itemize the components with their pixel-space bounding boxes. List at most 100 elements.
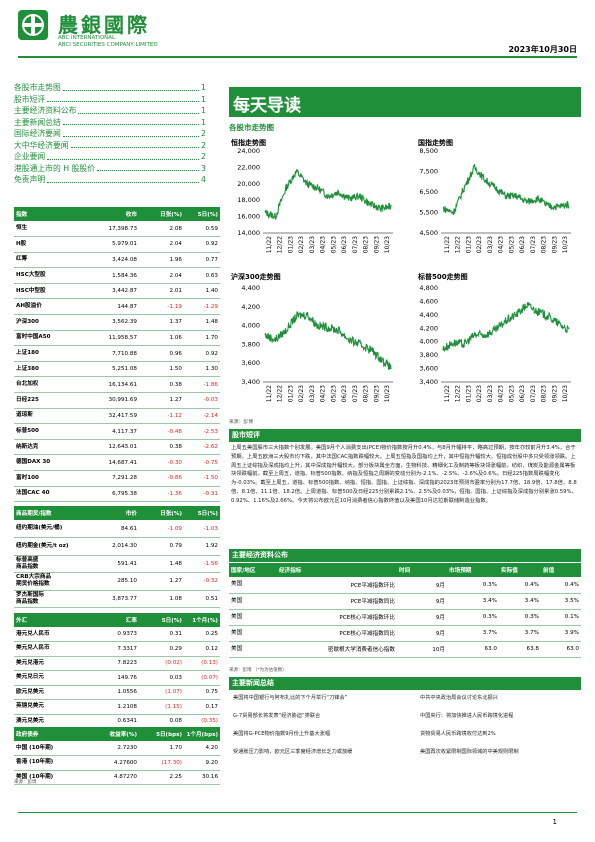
- table-row: 纳斯达克 12,643.01 0.38 -2.62: [14, 439, 220, 456]
- row-label: 沪深300: [14, 314, 84, 331]
- cell-value: 0.96: [139, 345, 184, 362]
- y-tick-label: 3,600: [419, 365, 438, 373]
- cell-value: 144.87: [84, 298, 139, 316]
- cell-value: PCE平减指数同比: [277, 593, 397, 610]
- y-tick-label: 3,600: [241, 359, 260, 367]
- cell-value: 3.5%: [541, 593, 581, 610]
- x-tick-label: 07/23: [352, 236, 359, 253]
- toc-item[interactable]: 港股通上市的 H 股股价 3: [14, 163, 206, 173]
- cell-value: (0.07): [184, 670, 220, 686]
- x-tick-label: 05/23: [330, 385, 337, 402]
- column-header: 收市: [84, 207, 139, 221]
- row-label: 欧元兑美元: [14, 685, 84, 700]
- cell-value: 7,291.28: [84, 470, 139, 487]
- toc-item[interactable]: 免责声明 4: [14, 175, 206, 184]
- x-tick-label: 11/22: [266, 385, 273, 402]
- news-item[interactable]: 中共中央政治局会议讨论东北振兴: [420, 695, 498, 701]
- cell-value: 3,562.39: [84, 314, 139, 331]
- cell-value: (1.07): [139, 685, 184, 700]
- chart-title-spx: 标普500走势图: [418, 273, 468, 281]
- cell-value: 7.3317: [84, 641, 139, 657]
- toc-item[interactable]: 各股市走势图 1: [14, 83, 206, 92]
- x-tick-label: 05/23: [330, 236, 337, 253]
- news-item[interactable]: 中国央行：将加快推进人民币跨境化进程: [420, 713, 514, 719]
- cell-value: 63.0: [541, 641, 581, 658]
- cell-value: -1.19: [139, 298, 184, 316]
- toc-item[interactable]: 主要新闻总结 1: [14, 117, 206, 127]
- news-item[interactable]: 美国将中国银行与阿布扎比的下个月举行“刀锋会”: [233, 695, 348, 701]
- x-tick-label: 03/23: [487, 236, 494, 253]
- row-label: 港元兑人民币: [14, 627, 84, 642]
- news-item[interactable]: 美国再次收紧限制国际领域的中美规则限制: [420, 749, 519, 755]
- cell-value: 1.70: [184, 330, 220, 347]
- news-item[interactable]: 美国将G-PCE物价指数9月份上升基大涨幅: [233, 731, 331, 737]
- x-tick-label: 03/23: [309, 385, 316, 402]
- cell-value: 0.25: [184, 627, 220, 642]
- row-label: CRB大宗商品 期货价格指数: [14, 572, 84, 591]
- page-number: 1: [552, 818, 557, 826]
- x-tick-label: 05/23: [508, 236, 515, 253]
- cell-value: -1.03: [184, 520, 220, 538]
- cell-value: 14,687.41: [84, 454, 139, 471]
- table-row: 台北加权 16,134.61 0.38 -1.86: [14, 376, 220, 394]
- column-header: 指数: [14, 207, 84, 221]
- row-label: 日经225: [14, 392, 84, 409]
- cell-value: 5,251.08: [84, 361, 139, 378]
- cell-value: 密歇根大学消费者信心指数: [277, 641, 397, 658]
- cell-value: (0.13): [184, 656, 220, 671]
- econ-source: 来源：彭博 （*为为估值数）: [229, 668, 287, 673]
- table-row: H股 5,979.01 2.04 0.92: [14, 236, 220, 253]
- x-tick-label: 06/23: [341, 385, 348, 402]
- news-item[interactable]: G-7贸易部长将发表“经济胁迫”类联合: [233, 713, 321, 719]
- commentary-text: 上周五美国股市三大指数个别发展。美国9月个人消费支出(PCE)物价指数按月升0.…: [231, 445, 577, 504]
- cell-value: 1.92: [184, 537, 220, 556]
- cell-value: 2,014.30: [84, 537, 139, 556]
- logo-chinese: 農銀國際: [58, 13, 150, 37]
- cell-value: 0.03: [139, 670, 184, 686]
- x-tick-label: 02/23: [298, 236, 305, 253]
- toc-item[interactable]: 企业要闻 2: [14, 152, 206, 161]
- row-label: 标普高盛 商品指数: [14, 555, 84, 573]
- cell-value: 17,398.73: [84, 221, 139, 238]
- cell-value: 149.76: [84, 670, 139, 686]
- y-tick-label: 4,000: [241, 322, 260, 330]
- x-tick-label: 04/23: [320, 236, 327, 253]
- cell-value: 0.51: [184, 590, 220, 608]
- table-row: 香港 (10年期) 4.27600 (17.30) 9.20: [14, 755, 220, 771]
- x-tick-label: 04/23: [498, 385, 505, 402]
- toc-item[interactable]: 主要经济资料公布 1: [14, 106, 206, 115]
- table-row: 美国 PCE平减指数同比 9月 3.4% 3.4% 3.5%: [229, 593, 581, 610]
- toc-item[interactable]: 大中华经济要闻 2: [14, 140, 206, 150]
- y-tick-label: 4,200: [419, 324, 438, 332]
- row-label: 标普500: [14, 423, 84, 440]
- cell-value: 1.48: [184, 314, 220, 331]
- tables-source: 来源：彭博: [14, 780, 37, 785]
- row-label: 罗杰斯国际 商品指数: [14, 590, 84, 608]
- cell-value: 0.31: [139, 627, 184, 642]
- cell-value: 0.3%: [447, 577, 499, 594]
- cell-value: -1.50: [184, 470, 220, 487]
- toc-item[interactable]: 国际经济要闻 2: [14, 129, 206, 138]
- y-tick-label: 4,000: [419, 338, 438, 346]
- cell-value: 3.4%: [447, 593, 499, 610]
- column-header: 外汇: [14, 613, 84, 627]
- y-tick-label: 4,500: [419, 229, 438, 237]
- row-label: 道琼斯: [14, 408, 84, 425]
- table-header-row: 商品期货/指数 市价 日张(%) 5日(%): [14, 506, 220, 520]
- yield-table-block: 政府债券 收益率(%) 5日(bps) 1个月(bps) 中国 (10年期) 2.7230…: [14, 727, 220, 785]
- cell-value: 0.92: [184, 345, 220, 362]
- cell-value: -1.56: [184, 555, 220, 573]
- table-row: HSC大型股 1,584.36 2.04 0.63: [14, 267, 220, 284]
- y-tick-label: 4,200: [241, 303, 260, 311]
- news-item[interactable]: 货物贸易人民币跨境收付达到2%: [420, 731, 496, 737]
- logo-english-line1: ABC INTERNATIONAL: [58, 35, 116, 41]
- cell-value: -2.14: [184, 408, 220, 425]
- table-header-row: 指数 收市 日张(%) 5日(%): [14, 207, 220, 221]
- row-label: 富时100: [14, 470, 84, 487]
- toc-item[interactable]: 股市短评 1: [14, 94, 206, 104]
- csi300-chart: 4,400 4,200 4,000 3,800 3,600 3,400 11/22 12/22…: [241, 284, 393, 402]
- news-item[interactable]: 受通胀压力影响，欧元区三季度经济增长乏力或放缓: [233, 749, 353, 755]
- cell-value: 0.38: [139, 439, 184, 456]
- cell-value: 2.08: [139, 221, 184, 238]
- cell-value: 0.3%: [447, 609, 499, 626]
